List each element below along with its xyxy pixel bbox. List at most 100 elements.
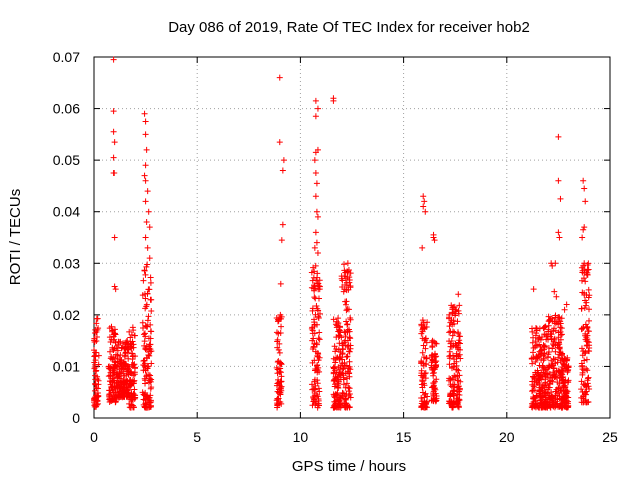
data-point xyxy=(583,342,590,349)
data-point xyxy=(346,348,353,355)
data-point xyxy=(347,270,354,277)
data-point xyxy=(276,360,283,367)
data-point xyxy=(131,386,138,393)
data-point xyxy=(556,345,563,352)
data-point xyxy=(312,149,319,156)
data-point xyxy=(145,286,152,293)
data-point xyxy=(341,261,348,268)
data-point xyxy=(534,367,541,374)
data-point xyxy=(344,375,351,382)
data-point xyxy=(582,198,589,205)
data-point xyxy=(93,337,100,344)
data-point xyxy=(330,378,337,385)
data-point xyxy=(91,402,98,409)
data-point xyxy=(561,362,568,369)
data-point xyxy=(581,260,588,267)
data-point xyxy=(455,291,462,298)
data-point xyxy=(341,328,348,335)
data-point xyxy=(316,329,323,336)
data-point xyxy=(314,393,321,400)
data-point xyxy=(555,384,562,391)
data-point xyxy=(142,198,149,205)
data-point xyxy=(145,371,152,378)
data-point xyxy=(111,330,118,337)
data-point xyxy=(347,283,354,290)
data-point xyxy=(565,364,572,371)
plot-frame xyxy=(93,56,611,419)
data-point xyxy=(314,105,321,112)
data-point xyxy=(431,353,438,360)
data-point xyxy=(581,291,588,298)
data-point xyxy=(537,372,544,379)
data-point xyxy=(111,283,118,290)
data-point xyxy=(144,393,151,400)
data-point xyxy=(91,330,98,337)
data-point xyxy=(531,375,538,382)
data-point xyxy=(455,397,462,404)
data-point xyxy=(419,244,426,251)
data-point xyxy=(539,363,546,370)
data-point xyxy=(347,316,354,323)
data-point xyxy=(585,306,592,313)
data-point xyxy=(453,306,460,313)
data-point xyxy=(312,97,319,104)
data-point xyxy=(454,329,461,336)
data-point xyxy=(141,342,148,349)
data-point xyxy=(447,391,454,398)
data-point xyxy=(429,370,436,377)
data-point xyxy=(330,370,337,377)
data-point xyxy=(538,356,545,363)
data-point xyxy=(433,376,440,383)
data-point xyxy=(141,362,148,369)
data-point xyxy=(128,342,135,349)
data-point xyxy=(94,398,101,405)
data-point xyxy=(556,234,563,241)
data-point xyxy=(147,403,154,410)
data-point xyxy=(537,393,544,400)
data-point xyxy=(552,342,559,349)
data-point xyxy=(130,327,137,334)
data-point xyxy=(92,394,99,401)
data-point xyxy=(555,133,562,140)
data-point xyxy=(142,131,149,138)
data-point xyxy=(419,317,426,324)
data-point xyxy=(95,361,102,368)
data-point xyxy=(122,344,129,351)
data-point xyxy=(278,237,285,244)
data-point xyxy=(278,323,285,330)
data-point xyxy=(314,274,321,281)
data-point xyxy=(343,281,350,288)
y-tick-labels: 0 0.01 0.02 0.03 0.04 0.05 0.06 0.07 xyxy=(53,49,80,426)
data-point xyxy=(446,329,453,336)
data-point xyxy=(347,394,354,401)
data-point xyxy=(280,157,287,164)
data-point xyxy=(564,404,571,411)
data-point xyxy=(120,359,127,366)
data-point xyxy=(532,358,539,365)
data-point xyxy=(273,329,280,336)
data-point xyxy=(145,335,152,342)
data-point xyxy=(556,380,563,387)
data-point xyxy=(123,393,130,400)
data-point xyxy=(541,324,548,331)
data-point xyxy=(112,286,119,293)
data-point xyxy=(549,315,556,322)
axis-ticks xyxy=(93,56,611,419)
data-point xyxy=(539,385,546,392)
data-point xyxy=(581,350,588,357)
data-point xyxy=(584,267,591,274)
data-point xyxy=(535,376,542,383)
data-point xyxy=(558,315,565,322)
data-point xyxy=(312,401,319,408)
data-point xyxy=(311,376,318,383)
data-point xyxy=(142,234,149,241)
data-point xyxy=(276,74,283,81)
data-point xyxy=(529,325,536,332)
data-point xyxy=(141,338,148,345)
data-point xyxy=(312,170,319,177)
data-point xyxy=(342,396,349,403)
data-point xyxy=(560,383,567,390)
data-point xyxy=(546,402,553,409)
data-point xyxy=(341,359,348,366)
data-point xyxy=(120,379,127,386)
